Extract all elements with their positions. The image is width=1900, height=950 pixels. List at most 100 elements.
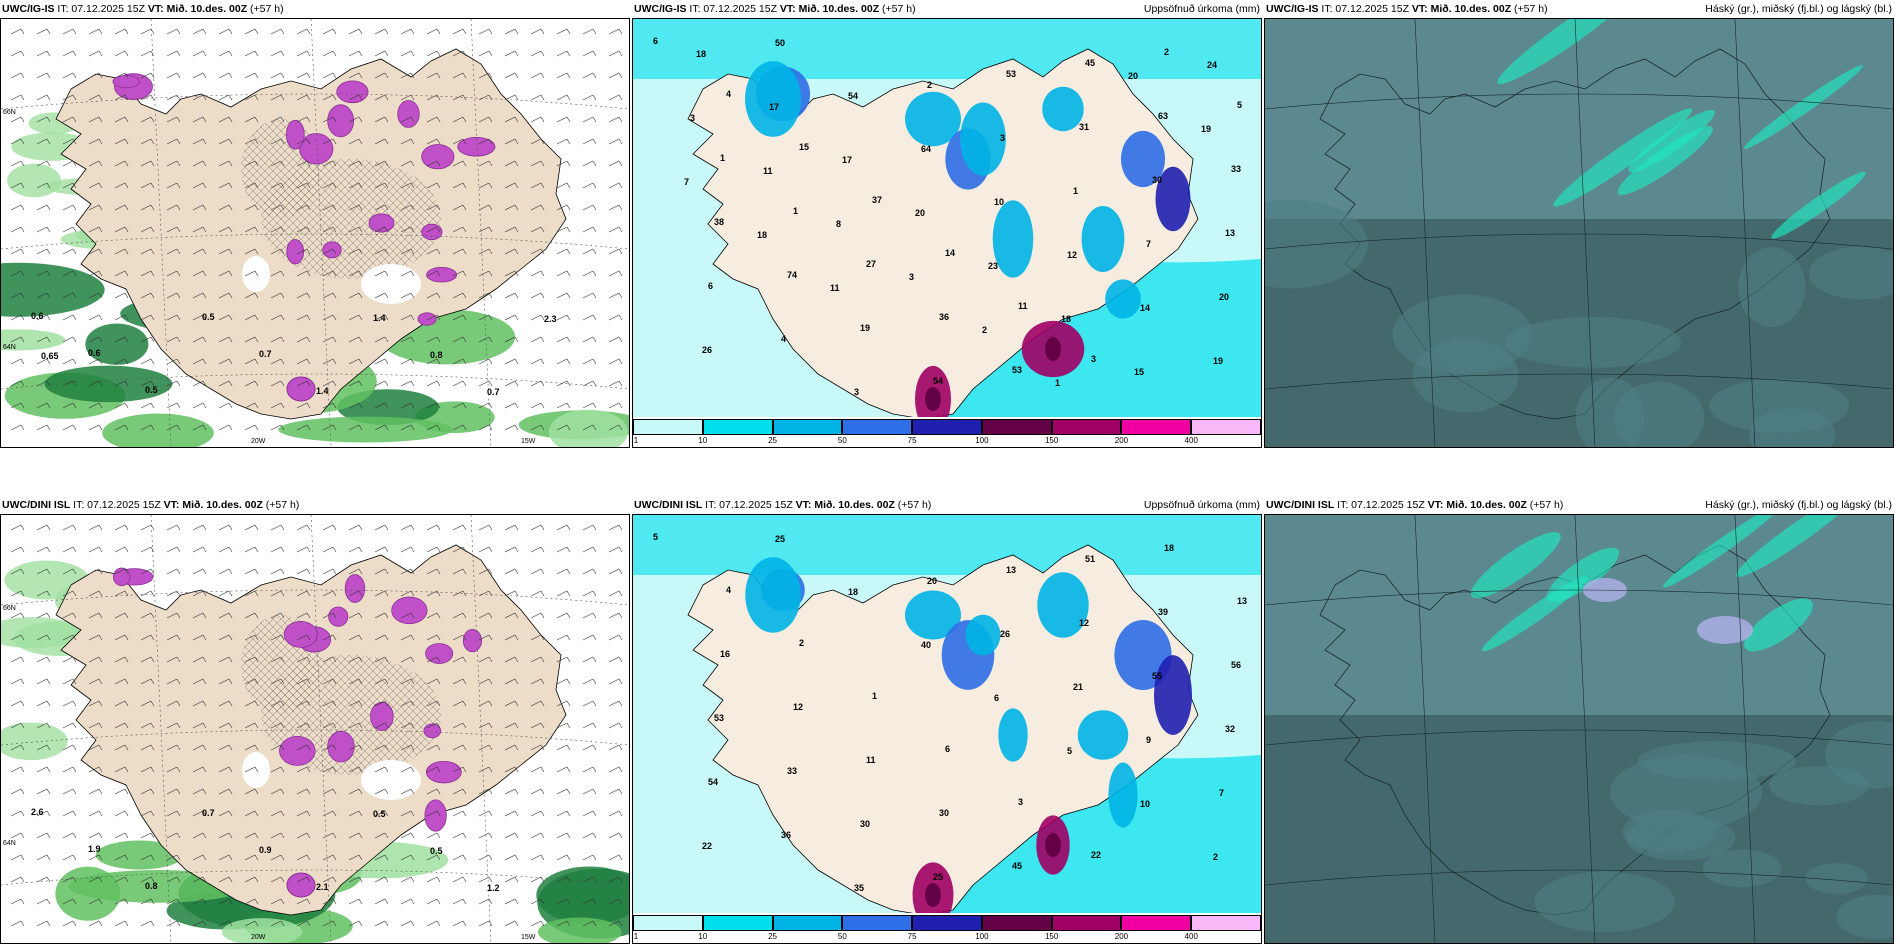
colorbar-tick: 200: [1114, 436, 1129, 445]
panel-subtitle: Uppsöfnuð úrkoma (mm): [1143, 3, 1260, 15]
snow-value-label: 2.6: [31, 807, 44, 817]
cloud-bands: [1265, 19, 1893, 447]
glacier: [242, 256, 270, 292]
precip-value-label: 40: [921, 640, 931, 650]
precip-band: [633, 19, 1261, 79]
snow-value-label: 0.7: [202, 808, 215, 818]
snow-value-label: 0.5: [373, 809, 386, 819]
axis-labels: 66N 64N 20W 15W: [3, 109, 536, 445]
precip-value-label: 7: [684, 177, 689, 187]
map-frame: 5 4 2 1 6 3 22 18 13 16 12 11 30 45 51 39 56 53 33 30 25 13 12…: [632, 514, 1262, 944]
precip-value-label: 55: [1152, 671, 1162, 681]
colorbar-swatch: [1051, 915, 1122, 931]
precip-value-label: 53: [714, 713, 724, 723]
precip-cells: [745, 557, 1193, 928]
graticule: [1265, 515, 1893, 943]
lead-time: (+57 h): [882, 3, 916, 15]
panel-title: UWC/DINI ISL IT: 07.12.2025 15Z VT: Mið.…: [0, 496, 630, 514]
colorbar-tick: 25: [768, 436, 777, 445]
colorbar-swatch: [772, 419, 843, 435]
precip-map: 5421632218131612113045513956533330251312…: [633, 515, 1261, 943]
precip-value-label: 20: [1219, 292, 1229, 302]
precip-value-label: 3: [909, 272, 914, 282]
graticule: [1, 19, 629, 447]
precip-value-label: 74: [787, 270, 797, 280]
lead-time: (+57 h): [265, 499, 300, 511]
valid-time: VT: Mið. 10.des. 00Z: [1427, 499, 1527, 511]
precip-value-label: 3: [1091, 354, 1096, 364]
snow-value-label: 0.9: [259, 845, 272, 855]
precip-value-label: 6: [994, 693, 999, 703]
precip-cells: [745, 61, 1191, 433]
snow-map: 2.6 1.9 0.8 0.7 0.9 2.1 0.5 0.5 1.2 66N 64N 20W 15W: [1, 515, 629, 943]
precip-value-label: 19: [1213, 356, 1223, 366]
colorbar-tick: 200: [1114, 932, 1129, 941]
map-frame: [1264, 18, 1894, 448]
precip-value-label: 31: [1079, 122, 1089, 132]
precip-value-label: 3: [1018, 797, 1023, 807]
precip-value-label: 53: [1006, 69, 1016, 79]
precip-value-label: 7: [1219, 788, 1224, 798]
snow-value-label: 0.7: [259, 349, 272, 359]
init-time: IT: 07.12.2025 15Z: [1321, 3, 1409, 15]
colorbar-swatch: [842, 915, 913, 931]
precip-value-label: 14: [945, 248, 955, 258]
precip-value-label: 21: [1073, 682, 1083, 692]
precip-value-label: 18: [1164, 543, 1174, 553]
precip-value-label: 39: [1158, 607, 1168, 617]
precip-value-label: 6: [945, 744, 950, 754]
init-time: IT: 07.12.2025 15Z: [1337, 499, 1425, 511]
precip-colorbar: 1 10 25 50 75 100 150 200 400: [633, 913, 1261, 943]
snow-labels: 0.6 0.6 0.5 0.5 0.7 1.4 1.4 0.8 0.7 2.3 0.65: [31, 311, 557, 397]
precip-value-label: 2: [799, 638, 804, 648]
panel-bottom-left-snow: UWC/DINI ISL IT: 07.12.2025 15Z VT: Mið.…: [0, 496, 630, 944]
precip-value-label: 30: [939, 808, 949, 818]
precip-value-label: 2: [1164, 47, 1169, 57]
snow-labels: 2.6 1.9 0.8 0.7 0.9 2.1 0.5 0.5 1.2: [31, 807, 500, 893]
axis-labels: 66N 64N 20W 15W: [3, 605, 536, 941]
colorbar-swatch: [912, 419, 982, 435]
panel-title: UWC/IG-IS IT: 07.12.2025 15Z VT: Mið. 10…: [1264, 0, 1894, 18]
glacier: [361, 760, 421, 800]
graticule: [1, 515, 629, 943]
precip-value-label: 56: [1231, 660, 1241, 670]
snow-value-label: 0.8: [145, 881, 158, 891]
snow-value-label: 0.8: [430, 350, 443, 360]
precip-value-label: 54: [708, 777, 718, 787]
snow-value-label: 2.1: [316, 882, 329, 892]
precip-value-label: 51: [1085, 554, 1095, 564]
precip-value-label: 2: [1213, 852, 1218, 862]
precip-colorbar: 1 10 25 50 75 100 150 200 400: [633, 417, 1261, 447]
snow-value-label: 0.5: [202, 312, 215, 322]
precip-value-label: 15: [1134, 367, 1144, 377]
precip-value-label: 54: [848, 91, 858, 101]
model-name: UWC/IG-IS: [2, 3, 55, 15]
precip-value-label: 4: [726, 89, 731, 99]
wind-barbs: [10, 524, 623, 927]
valid-time: VT: Mið. 10.des. 00Z: [779, 3, 880, 15]
cloud-bands: [1470, 515, 1893, 939]
colorbar-tick: 400: [1184, 932, 1198, 941]
precip-value-label: 12: [793, 702, 803, 712]
precip-value-label: 3: [1000, 133, 1005, 143]
precip-value-label: 13: [1225, 228, 1235, 238]
precip-value-label: 5: [1067, 746, 1072, 756]
colorbar-tick: 10: [698, 436, 708, 445]
precip-value-label: 15: [799, 142, 809, 152]
snow-value-label: 2.3: [544, 314, 557, 324]
precip-value-label: 30: [860, 819, 870, 829]
axis-label: 66N: [3, 605, 16, 612]
precip-value-label: 20: [927, 576, 937, 586]
precip-value-label: 6: [653, 36, 658, 46]
model-name: UWC/DINI ISL: [2, 499, 71, 511]
lead-time: (+57 h): [1529, 499, 1564, 511]
map-frame: 6 4 15 37 14 11 3 2 5 1 1 27 36 53 45 63 33 38 74 19 54 53 31 3…: [632, 18, 1262, 448]
axis-label: 64N: [3, 344, 16, 351]
precip-value-label: 14: [1140, 303, 1150, 313]
precip-value-label: 18: [848, 587, 858, 597]
axis-label: 15W: [521, 934, 536, 941]
panel-title: UWC/IG-IS IT: 07.12.2025 15Z VT: Mið. 10…: [0, 0, 630, 18]
map-frame: 2.6 1.9 0.8 0.7 0.9 2.1 0.5 0.5 1.2 66N 64N 20W 15W: [0, 514, 630, 944]
colorbar-tick: 50: [837, 932, 847, 941]
colorbar-swatch: [981, 419, 1052, 435]
